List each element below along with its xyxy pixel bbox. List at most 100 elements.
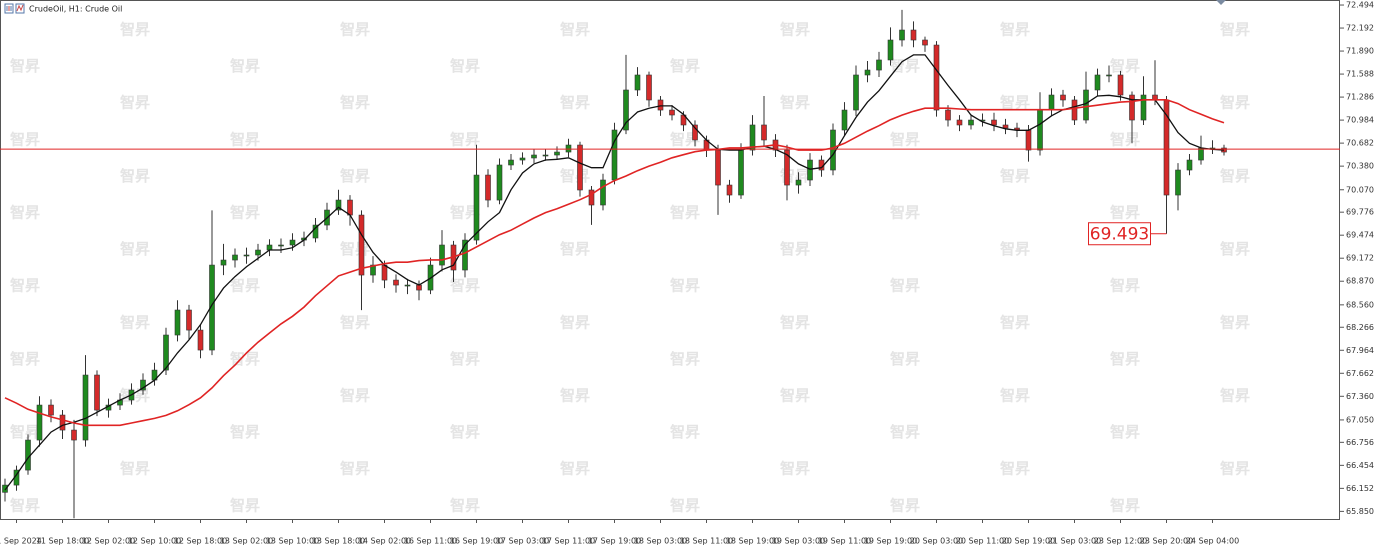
candle-body xyxy=(1025,129,1032,151)
candle-body xyxy=(795,179,802,186)
watermark: 智昇 xyxy=(1110,277,1140,295)
candle-body xyxy=(48,404,54,416)
watermark: 智昇 xyxy=(120,21,150,39)
x-tick-label: 11 Sep 2024 xyxy=(0,537,42,546)
candle-body xyxy=(439,244,445,266)
watermark: 智昇 xyxy=(120,94,150,112)
candle-body xyxy=(1060,94,1066,101)
watermark: 智昇 xyxy=(120,240,150,258)
candle-body xyxy=(623,89,629,131)
watermark: 智昇 xyxy=(890,277,920,295)
watermark: 智昇 xyxy=(340,460,370,478)
candle-body xyxy=(956,119,963,126)
x-tick-label: 18 Sep 03:00 xyxy=(634,537,687,546)
candle-body xyxy=(220,259,227,266)
x-tick-label: 13 Sep 10:00 xyxy=(266,537,319,546)
y-tick-label: 69.776 xyxy=(1346,208,1374,217)
x-tick-label: 20 Sep 03:00 xyxy=(910,537,963,546)
y-tick-label: 69.474 xyxy=(1346,231,1374,240)
watermark: 智昇 xyxy=(450,350,480,368)
watermark: 智昇 xyxy=(890,57,920,75)
candle-body xyxy=(2,484,8,493)
watermark: 智昇 xyxy=(10,496,40,514)
watermark: 智昇 xyxy=(10,350,40,368)
candle-body xyxy=(416,284,422,291)
candle-body xyxy=(1083,89,1089,121)
watermark: 智昇 xyxy=(560,167,590,185)
watermark: 智昇 xyxy=(890,204,920,222)
watermark: 智昇 xyxy=(1220,387,1250,405)
candle-body xyxy=(1186,159,1193,171)
y-tick-label: 72.192 xyxy=(1346,24,1374,33)
candle-body xyxy=(1198,147,1204,161)
candle-body xyxy=(25,439,31,471)
candle-body xyxy=(991,119,997,126)
watermark: 智昇 xyxy=(450,204,480,222)
candle-body xyxy=(910,29,917,41)
y-tick-label: 66.756 xyxy=(1346,438,1374,447)
candle-body xyxy=(197,329,204,351)
watermark: 智昇 xyxy=(670,496,700,514)
watermark: 智昇 xyxy=(340,240,370,258)
x-tick-label: 16 Sep 19:00 xyxy=(450,537,503,546)
candle-body xyxy=(922,39,928,46)
candle-body xyxy=(830,129,836,171)
y-tick-label: 67.662 xyxy=(1346,369,1374,378)
x-tick-label: 23 Sep 12:00 xyxy=(1094,537,1147,546)
candle-body xyxy=(933,44,940,111)
watermark: 智昇 xyxy=(120,167,150,185)
x-tick-label: 18 Sep 11:00 xyxy=(680,537,733,546)
watermark: 智昇 xyxy=(1220,313,1250,331)
annotation-label: 69.493 xyxy=(1090,225,1149,245)
candle-body xyxy=(266,244,273,251)
watermark: 智昇 xyxy=(1220,21,1250,39)
watermark: 智昇 xyxy=(1000,460,1030,478)
watermark: 智昇 xyxy=(780,21,810,39)
candle-body xyxy=(968,119,974,126)
symbol-label: CrudeOil, H1: Crude Oil xyxy=(29,5,122,14)
candle-body xyxy=(278,244,284,247)
watermark: 智昇 xyxy=(230,496,260,514)
y-tick-label: 67.964 xyxy=(1346,346,1374,355)
candle-body xyxy=(163,334,169,371)
watermark: 智昇 xyxy=(1110,57,1140,75)
candle-body xyxy=(1048,94,1055,111)
watermark: 智昇 xyxy=(560,460,590,478)
watermark: 智昇 xyxy=(560,21,590,39)
ma-line xyxy=(4,99,1225,427)
candle-body xyxy=(646,74,652,101)
candle-body xyxy=(1129,94,1135,121)
x-tick-label: 19 Sep 11:00 xyxy=(818,537,871,546)
watermark: 智昇 xyxy=(780,460,810,478)
watermark: 智昇 xyxy=(1000,94,1030,112)
x-tick-label: 24 Sep 04:00 xyxy=(1186,537,1239,546)
y-tick-label: 68.266 xyxy=(1346,323,1374,332)
candle-body xyxy=(864,69,871,76)
candle-body xyxy=(531,154,537,159)
candle-body xyxy=(1094,74,1101,91)
watermark: 智昇 xyxy=(340,387,370,405)
watermark: 智昇 xyxy=(1000,21,1030,39)
candle-body xyxy=(807,159,813,181)
candle-body xyxy=(715,149,721,186)
candle-body xyxy=(738,149,744,196)
candle-body xyxy=(692,124,698,141)
watermark: 智昇 xyxy=(340,167,370,185)
watermark: 智昇 xyxy=(450,496,480,514)
watermark: 智昇 xyxy=(1000,387,1030,405)
candle-body xyxy=(841,109,848,131)
candle-body xyxy=(726,184,733,196)
watermark: 智昇 xyxy=(450,277,480,295)
candle-body xyxy=(749,124,756,151)
watermark: 智昇 xyxy=(340,313,370,331)
watermark: 智昇 xyxy=(780,240,810,258)
candle-body xyxy=(1071,99,1078,121)
x-tick-label: 19 Sep 19:00 xyxy=(864,537,917,546)
candle-body xyxy=(508,159,514,166)
candle-body xyxy=(335,199,342,211)
candle-body xyxy=(899,29,905,41)
candle-body xyxy=(485,174,491,201)
candle-body xyxy=(462,239,468,271)
